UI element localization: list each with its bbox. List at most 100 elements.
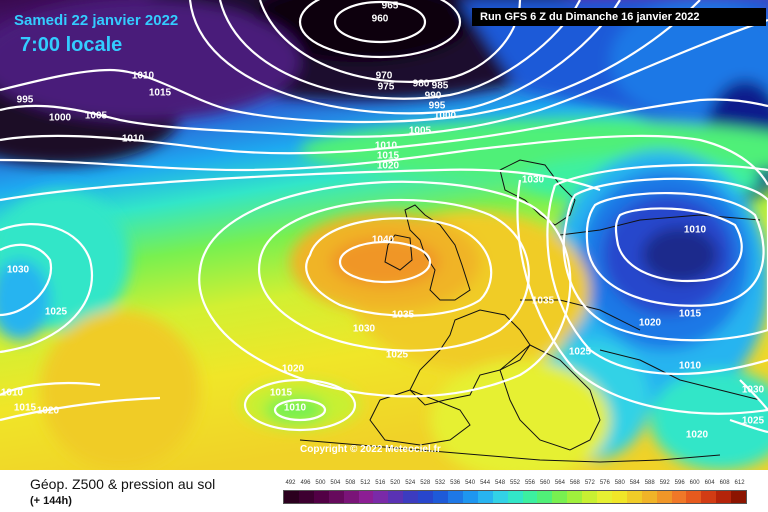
pressure-label: 1020	[685, 429, 709, 441]
pressure-label: 1005	[408, 125, 432, 137]
legend-swatch	[731, 491, 747, 503]
pressure-label: 1010	[0, 387, 24, 399]
legend-tick: 536	[450, 480, 461, 486]
legend-swatch	[284, 491, 299, 503]
pressure-label: 990	[424, 90, 442, 102]
legend-tick: 576	[599, 480, 610, 486]
legend-tick: 596	[674, 480, 685, 486]
pressure-label: 1015	[376, 150, 400, 162]
legend-swatch	[686, 491, 702, 503]
pressure-label: 995	[428, 100, 446, 112]
pressure-label: 1025	[568, 346, 592, 358]
pressure-label: 1015	[678, 308, 702, 320]
legend-swatch	[313, 491, 329, 503]
pressure-label: 1000	[433, 110, 457, 122]
legend-swatch	[537, 491, 553, 503]
run-info: Run GFS 6 Z du Dimanche 16 janvier 2022	[472, 8, 766, 26]
legend-swatch	[447, 491, 463, 503]
legend-swatch	[716, 491, 732, 503]
legend-tick: 556	[524, 480, 535, 486]
legend-ticks: 492 496 500 504 508 512 516 520 524 528 532 536 540 5…	[283, 480, 747, 490]
legend-tick: 604	[704, 480, 715, 486]
pressure-label: 1040	[371, 234, 395, 246]
legend-tick: 560	[539, 480, 550, 486]
pressure-label: 1010	[121, 133, 145, 145]
pressure-label: 1020	[376, 160, 400, 172]
legend-tick: 600	[689, 480, 700, 486]
pressure-label: 1030	[521, 174, 545, 186]
legend-swatch	[298, 491, 314, 503]
forecast-date: Samedi 22 janvier 2022	[14, 12, 179, 29]
legend-tick: 548	[495, 480, 506, 486]
legend-swatch	[358, 491, 374, 503]
pressure-label: 1010	[683, 224, 707, 236]
legend-swatch	[611, 491, 627, 503]
legend-swatch	[343, 491, 359, 503]
pressure-label: 970	[375, 70, 393, 82]
legend-swatch	[462, 491, 478, 503]
legend-swatch	[701, 491, 717, 503]
pressure-label: 1005	[84, 110, 108, 122]
pressure-label: 1030	[6, 264, 30, 276]
legend-swatch	[328, 491, 344, 503]
legend-swatch	[522, 491, 538, 503]
legend-tick: 584	[629, 480, 640, 486]
legend-swatch	[403, 491, 419, 503]
legend-swatch	[567, 491, 583, 503]
legend-tick: 520	[390, 480, 401, 486]
legend-tick: 564	[554, 480, 565, 486]
pressure-label: 1030	[741, 384, 765, 396]
pressure-label: 965	[381, 0, 399, 12]
copyright: Copyright © 2022 Meteociel.fr	[300, 444, 441, 455]
z500-field	[0, 0, 768, 470]
pressure-label: 1035	[391, 309, 415, 321]
legend-tick: 504	[330, 480, 341, 486]
legend-swatch	[671, 491, 687, 503]
forecast-time: 7:00 locale	[20, 34, 123, 56]
legend-tick: 608	[719, 480, 730, 486]
pressure-label: 1020	[36, 405, 60, 417]
pressure-label: 1015	[269, 387, 293, 399]
pressure-label: 1025	[385, 349, 409, 361]
pressure-label: 1015	[148, 87, 172, 99]
legend-tick: 524	[405, 480, 416, 486]
legend-swatch	[373, 491, 389, 503]
pressure-label: 975	[377, 81, 395, 93]
legend-tick: 540	[465, 480, 476, 486]
weather-map: Samedi 22 janvier 2022 7:00 locale Run G…	[0, 0, 768, 470]
pressure-label: 960	[371, 13, 389, 25]
legend-tick: 532	[435, 480, 446, 486]
pressure-label: 985	[431, 80, 449, 92]
legend-tick: 496	[300, 480, 311, 486]
pressure-label: 1035	[531, 295, 555, 307]
legend-swatch	[626, 491, 642, 503]
legend-tick: 500	[315, 480, 326, 486]
legend-tick: 516	[375, 480, 386, 486]
legend-subtitle: (+ 144h)	[30, 495, 72, 507]
legend-tick: 612	[734, 480, 745, 486]
legend-swatch	[552, 491, 568, 503]
pressure-label: 1010	[283, 402, 307, 414]
legend-tick: 512	[360, 480, 371, 486]
legend-swatch	[388, 491, 404, 503]
legend-swatch	[507, 491, 523, 503]
legend-tick: 572	[584, 480, 595, 486]
pressure-label: 1010	[131, 70, 155, 82]
pressure-label: 1010	[374, 140, 398, 152]
pressure-label: 995	[16, 94, 34, 106]
legend-swatch	[477, 491, 493, 503]
pressure-label: 1010	[678, 360, 702, 372]
legend-swatch	[656, 491, 672, 503]
pressure-label: 1000	[48, 112, 72, 124]
legend-tick: 568	[569, 480, 580, 486]
legend-title: Géop. Z500 & pression au sol	[30, 476, 216, 492]
legend-swatch	[492, 491, 508, 503]
legend-tick: 580	[614, 480, 625, 486]
pressure-label: 1025	[44, 306, 68, 318]
pressure-label: 1030	[352, 323, 376, 335]
color-scale-bar	[283, 490, 747, 504]
legend-swatch	[582, 491, 598, 503]
legend-swatch	[418, 491, 434, 503]
legend-swatch	[641, 491, 657, 503]
legend-tick: 588	[644, 480, 655, 486]
